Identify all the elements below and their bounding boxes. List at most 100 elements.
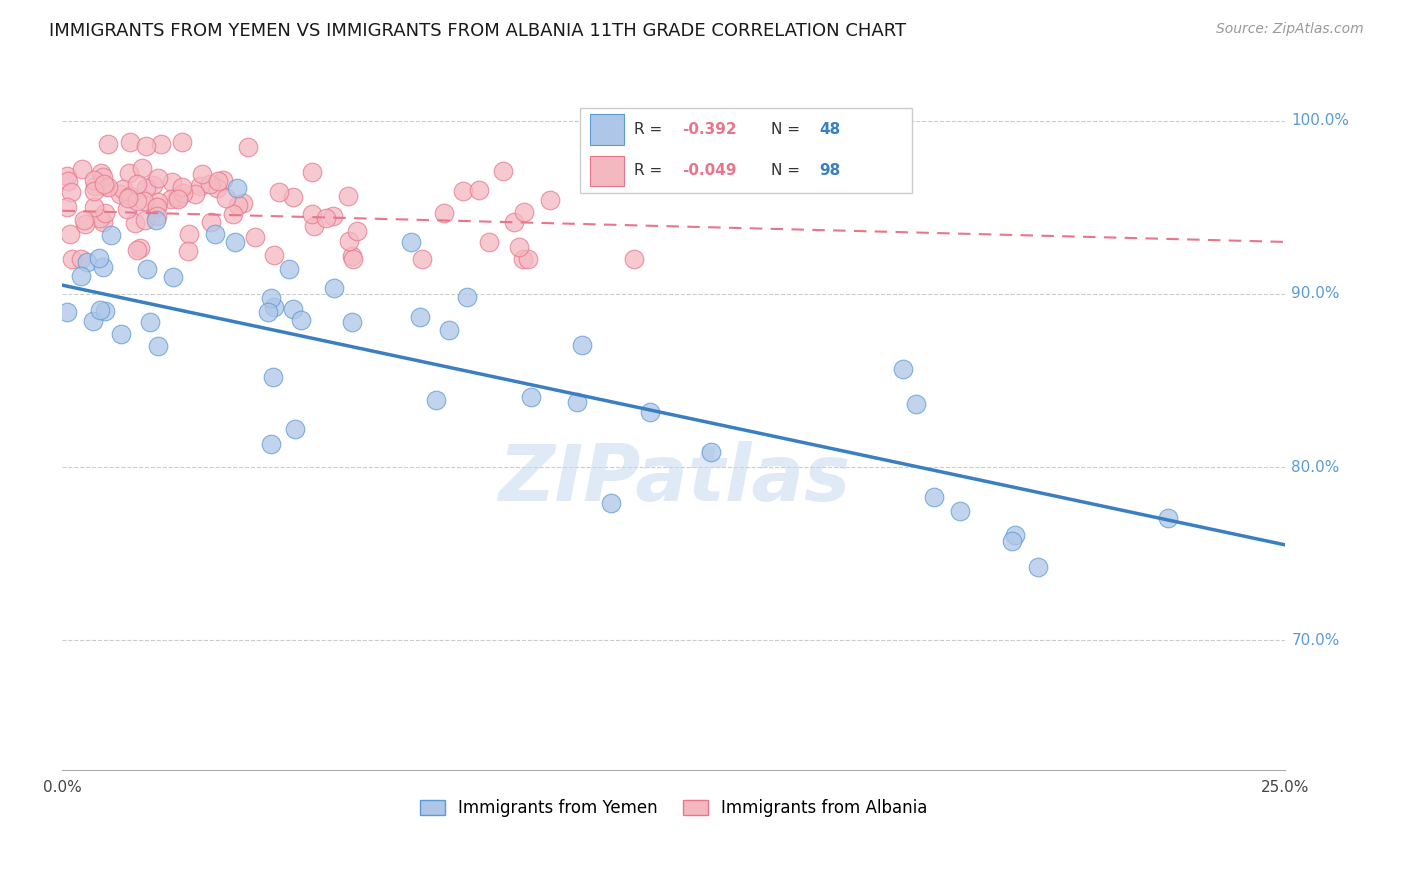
Point	[146, 209, 169, 223]
Point	[1004, 528, 1026, 542]
Point	[146, 195, 169, 210]
Point	[62, 252, 84, 267]
Point	[478, 235, 501, 249]
Point	[135, 180, 157, 194]
Point	[243, 230, 266, 244]
Point	[160, 175, 183, 189]
Point	[89, 211, 111, 225]
Point	[131, 161, 153, 175]
Point	[87, 252, 110, 266]
Point	[167, 190, 190, 204]
Point	[56, 200, 79, 214]
Point	[439, 323, 461, 337]
Point	[191, 167, 214, 181]
Point	[1026, 560, 1049, 574]
Point	[91, 170, 114, 185]
Point	[302, 219, 325, 234]
Point	[700, 445, 723, 459]
Point	[508, 240, 530, 254]
Point	[513, 205, 536, 219]
Point	[538, 194, 561, 208]
Point	[346, 224, 368, 238]
Point	[342, 315, 364, 329]
Point	[336, 189, 359, 203]
Point	[142, 178, 165, 192]
Point	[323, 281, 346, 295]
Point	[100, 227, 122, 242]
Point	[117, 191, 139, 205]
Text: 70.0%: 70.0%	[1292, 632, 1340, 648]
Point	[108, 187, 131, 202]
Point	[148, 339, 170, 353]
Point	[198, 177, 221, 191]
Point	[145, 213, 167, 227]
Point	[922, 491, 945, 505]
Point	[315, 211, 337, 226]
Point	[337, 234, 360, 248]
Point	[567, 395, 589, 409]
Point	[177, 244, 200, 258]
Point	[97, 137, 120, 152]
Point	[76, 255, 98, 269]
Point	[97, 180, 120, 194]
Point	[225, 181, 247, 195]
Point	[623, 252, 645, 267]
Point	[517, 252, 540, 267]
Point	[118, 189, 141, 203]
Point	[177, 227, 200, 241]
Point	[290, 312, 312, 326]
Point	[115, 202, 138, 216]
Point	[148, 170, 170, 185]
Point	[73, 213, 96, 227]
Point	[200, 215, 222, 229]
Point	[145, 200, 167, 214]
Point	[90, 166, 112, 180]
Point	[342, 252, 364, 267]
Point	[83, 173, 105, 187]
Point	[411, 252, 433, 267]
Point	[135, 139, 157, 153]
Point	[72, 162, 94, 177]
Point	[70, 269, 93, 284]
Point	[432, 206, 454, 220]
Point	[56, 169, 79, 183]
Point	[159, 192, 181, 206]
Point	[94, 178, 117, 193]
Point	[238, 140, 260, 154]
Point	[83, 184, 105, 198]
Point	[401, 235, 423, 249]
Point	[340, 249, 363, 263]
Point	[118, 135, 141, 149]
Text: 100.0%: 100.0%	[1292, 113, 1350, 128]
Point	[262, 370, 284, 384]
Point	[207, 174, 229, 188]
Point	[83, 178, 105, 193]
Point	[456, 290, 478, 304]
Point	[82, 314, 104, 328]
Point	[110, 327, 132, 342]
Text: IMMIGRANTS FROM YEMEN VS IMMIGRANTS FROM ALBANIA 11TH GRADE CORRELATION CHART: IMMIGRANTS FROM YEMEN VS IMMIGRANTS FROM…	[49, 22, 907, 40]
Point	[91, 215, 114, 229]
Point	[520, 390, 543, 404]
Point	[91, 260, 114, 274]
Point	[451, 184, 474, 198]
Point	[512, 252, 534, 267]
Point	[904, 397, 927, 411]
Point	[170, 136, 193, 150]
Point	[59, 186, 82, 200]
Point	[278, 262, 301, 277]
Point	[56, 174, 79, 188]
Point	[94, 304, 117, 318]
Point	[949, 504, 972, 518]
Point	[134, 194, 156, 209]
Point	[146, 200, 169, 214]
Point	[172, 186, 194, 201]
Point	[425, 392, 447, 407]
Point	[167, 192, 190, 206]
Point	[571, 338, 593, 352]
Point	[226, 198, 249, 212]
Point	[891, 361, 914, 376]
Point	[128, 242, 150, 256]
Point	[260, 437, 283, 451]
Point	[162, 270, 184, 285]
